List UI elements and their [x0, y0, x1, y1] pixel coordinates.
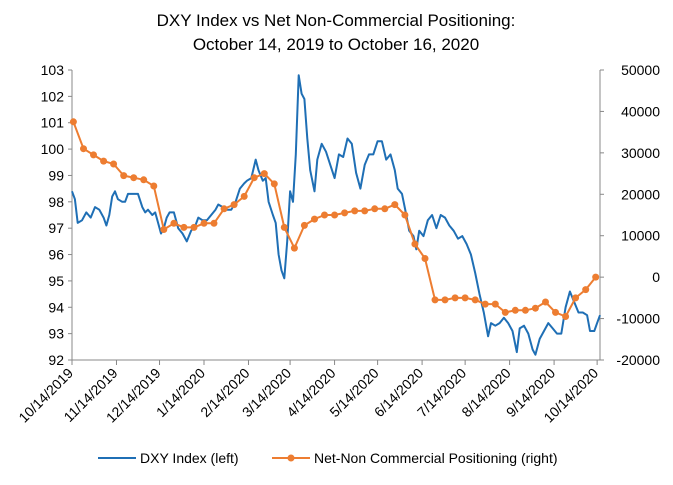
net-positioning-point [69, 118, 77, 126]
y-left-tick-label: 103 [41, 62, 65, 78]
legend-dxy-label: DXY Index (left) [140, 450, 239, 466]
y-left-tick-label: 95 [48, 273, 64, 289]
net-positioning-point [130, 174, 138, 182]
net-positioning-point [100, 157, 108, 165]
net-positioning-point [491, 300, 499, 308]
net-positioning-point [230, 201, 238, 209]
net-positioning-point [381, 205, 389, 213]
net-positioning-point [290, 244, 298, 252]
net-positioning-point [501, 308, 509, 316]
net-positioning-point [411, 240, 419, 248]
y-left-tick-label: 100 [41, 141, 65, 157]
y-left-tick-label: 101 [41, 115, 65, 131]
net-positioning-point [220, 205, 228, 213]
net-positioning-point [451, 294, 459, 302]
net-positioning-point [280, 223, 288, 231]
net-positioning-point [461, 294, 469, 302]
net-positioning-point [431, 296, 439, 304]
net-positioning-point [321, 211, 328, 219]
net-positioning-point [270, 180, 278, 188]
net-positioning-point [240, 192, 248, 200]
y-right-tick-label: 50000 [621, 62, 660, 78]
net-positioning-point [260, 170, 268, 178]
y-left-tick-label: 102 [41, 88, 65, 104]
y-right-tick-label: 20000 [621, 186, 660, 202]
y-left-tick-label: 93 [48, 326, 64, 342]
dxy-index-line [71, 74, 601, 356]
net-positioning-point [371, 205, 379, 213]
net-positioning-point [401, 211, 409, 219]
chart-title-line1: DXY Index vs Net Non-Commercial Position… [157, 11, 516, 30]
axes-layer: 92 93 94 95 96 97 98 99 100 101 102 103 -20000 -10000… [15, 62, 660, 426]
net-positioning-point [170, 219, 178, 227]
net-positioning-point [441, 296, 449, 304]
net-positioning-point [562, 313, 570, 320]
net-positioning-point [120, 172, 128, 180]
net-positioning-point [542, 298, 549, 306]
net-positioning-point [311, 215, 318, 223]
net-positioning-point [531, 304, 539, 312]
net-positioning-point [210, 219, 218, 227]
net-positioning-point [150, 182, 158, 190]
y-right-tick-label: -10000 [616, 311, 660, 327]
net-positioning-line [72, 121, 597, 318]
net-positioning-point [582, 286, 590, 294]
legend-positioning-marker [287, 454, 295, 462]
net-positioning-point [160, 226, 168, 233]
y-right-tick-label: 30000 [621, 145, 660, 161]
y-right-tick-label: 40000 [621, 103, 660, 119]
net-positioning-point [351, 207, 359, 215]
net-positioning-point [471, 296, 479, 304]
y-left-tick-label: 99 [48, 167, 64, 183]
net-positioning-point [300, 221, 308, 229]
net-positioning-point [331, 211, 339, 219]
y-left-tick-label: 96 [48, 247, 64, 263]
net-positioning-point [552, 308, 559, 316]
net-positioning-point [180, 223, 188, 231]
net-positioning-point [421, 255, 429, 262]
legend: DXY Index (left) Net-Non Commercial Posi… [98, 450, 558, 466]
net-positioning-point [110, 160, 118, 168]
y-right-tick-label: -20000 [616, 352, 660, 368]
y-left-tick-label: 98 [48, 194, 64, 210]
net-positioning-point [481, 300, 489, 308]
net-positioning-point [592, 273, 600, 281]
y-right-tick-label: 10000 [621, 228, 660, 244]
net-positioning-point [90, 151, 97, 159]
net-positioning-point [341, 209, 349, 217]
legend-positioning-label: Net-Non Commercial Positioning (right) [314, 450, 558, 466]
net-positioning-point [200, 219, 208, 227]
net-positioning-point [521, 306, 529, 314]
y-left-tick-label: 97 [48, 220, 64, 236]
net-positioning-point [190, 223, 198, 231]
net-positioning-point [511, 306, 519, 314]
chart-title-line2: October 14, 2019 to October 16, 2020 [193, 35, 479, 54]
net-positioning-point [80, 145, 87, 153]
net-positioning-point [250, 174, 258, 182]
net-positioning-point [361, 207, 369, 215]
y-right-tick-label: 0 [652, 269, 660, 285]
net-positioning-point [572, 294, 580, 302]
net-positioning-point [391, 201, 399, 209]
net-positioning-point [140, 176, 148, 184]
series-layer [69, 74, 601, 356]
y-left-tick-label: 92 [48, 352, 64, 368]
y-left-tick-label: 94 [48, 299, 64, 315]
